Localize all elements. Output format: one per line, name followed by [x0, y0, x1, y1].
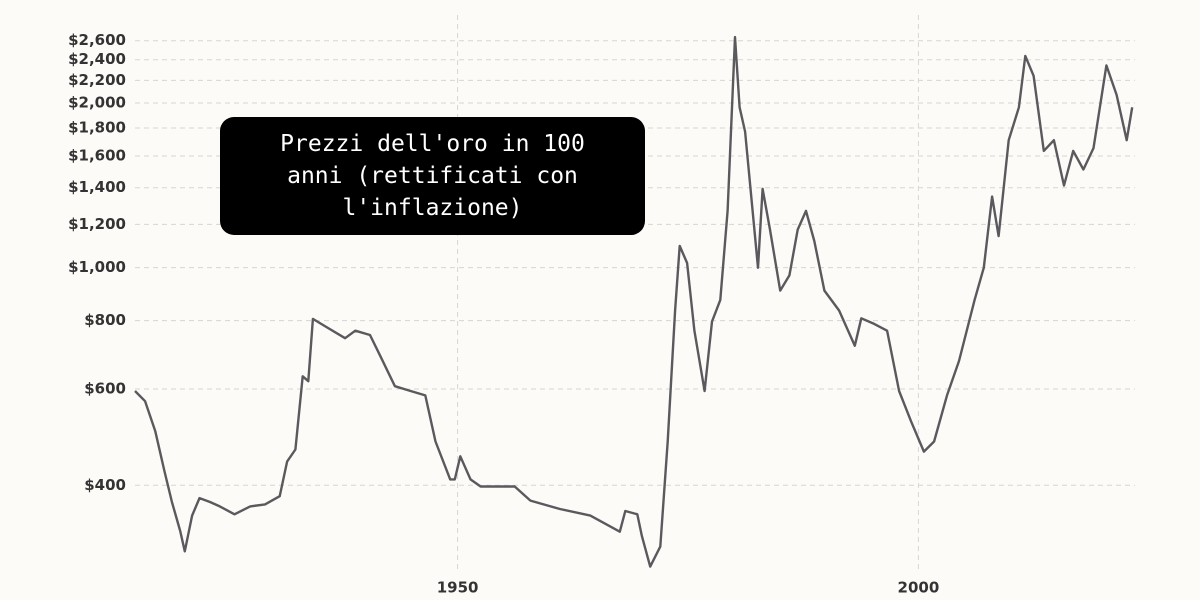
- y-tick-label: $2,200: [68, 71, 126, 89]
- x-tick-label: 1950: [437, 579, 479, 597]
- y-tick-label: $1,400: [68, 178, 126, 196]
- y-tick-label: $1,800: [68, 119, 126, 137]
- chart-title: Prezzi dell'oro in 100 anni (rettificati…: [280, 131, 585, 221]
- y-tick-label: $1,000: [68, 258, 126, 276]
- title-box: Prezzi dell'oro in 100 anni (rettificati…: [220, 117, 645, 235]
- y-tick-label: $2,400: [68, 50, 126, 68]
- x-tick-label: 2000: [898, 579, 940, 597]
- price-line: [134, 35, 1134, 568]
- y-tick-label: $1,200: [68, 215, 126, 233]
- y-tick-label: $2,600: [68, 31, 126, 49]
- y-tick-label: $600: [84, 379, 126, 397]
- y-tick-label: $1,600: [68, 147, 126, 165]
- y-tick-label: $400: [84, 476, 126, 494]
- y-tick-label: $2,000: [68, 94, 126, 112]
- y-tick-label: $800: [84, 311, 126, 329]
